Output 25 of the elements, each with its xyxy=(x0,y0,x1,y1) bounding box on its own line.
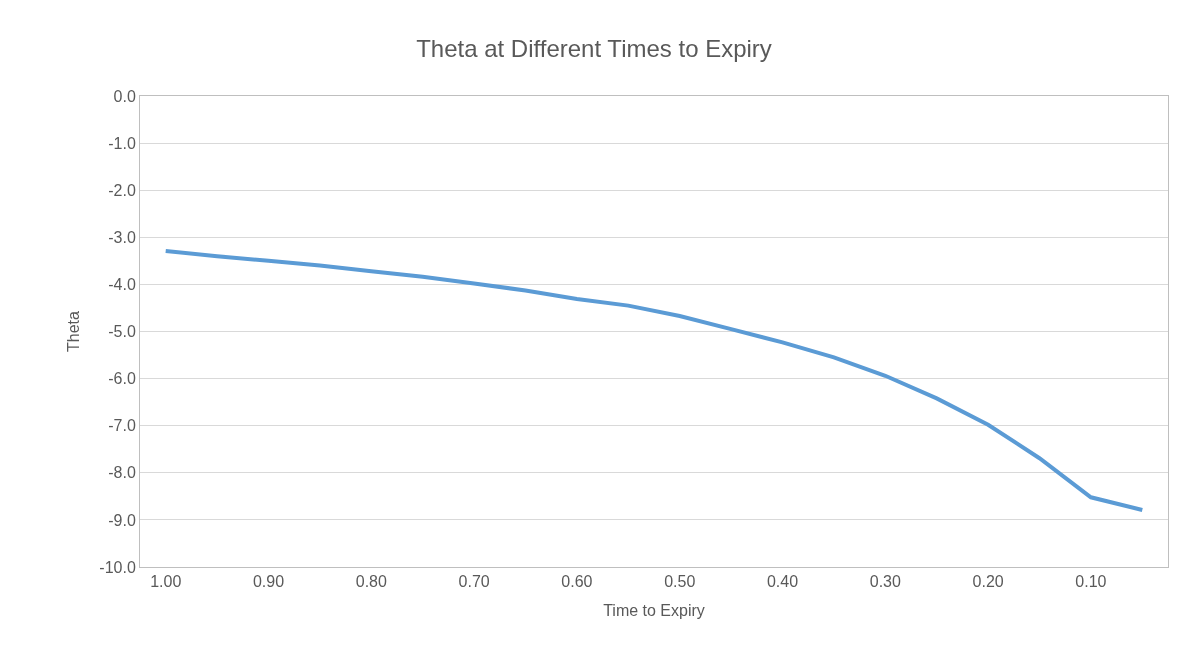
x-axis-title: Time to Expiry xyxy=(603,601,705,619)
x-tick-label: 0.90 xyxy=(252,573,285,591)
x-tick-label: 0.60 xyxy=(561,573,593,591)
y-tick-label: -10.0 xyxy=(99,558,136,576)
chart-title: Theta at Different Times to Expiry xyxy=(416,35,772,63)
x-tick-label: 0.10 xyxy=(1075,573,1107,591)
y-tick-label: -4.0 xyxy=(108,276,136,293)
y-axis-title: Theta xyxy=(65,310,83,352)
x-tick-label: 0.30 xyxy=(869,573,901,591)
y-tick-label: -8.0 xyxy=(108,464,136,482)
y-tick-label: -1.0 xyxy=(108,134,136,152)
y-tick-label: -9.0 xyxy=(108,511,136,529)
y-tick-label: 0.0 xyxy=(113,87,136,105)
x-tick-label: 1.00 xyxy=(150,573,182,591)
x-tick-label: 0.20 xyxy=(972,573,1004,591)
x-tick-label: 0.50 xyxy=(664,573,696,591)
y-tick-label: -6.0 xyxy=(108,370,136,388)
y-tick-label: -7.0 xyxy=(108,417,136,435)
y-tick-label: -3.0 xyxy=(108,228,136,246)
y-tick-label: -2.0 xyxy=(108,181,136,199)
line-series xyxy=(163,248,1145,513)
y-tick-label: -5.0 xyxy=(108,323,136,341)
x-tick-label: 0.80 xyxy=(355,573,387,591)
x-tick-label: 0.70 xyxy=(458,573,490,591)
x-tick-label: 0.40 xyxy=(766,573,799,591)
